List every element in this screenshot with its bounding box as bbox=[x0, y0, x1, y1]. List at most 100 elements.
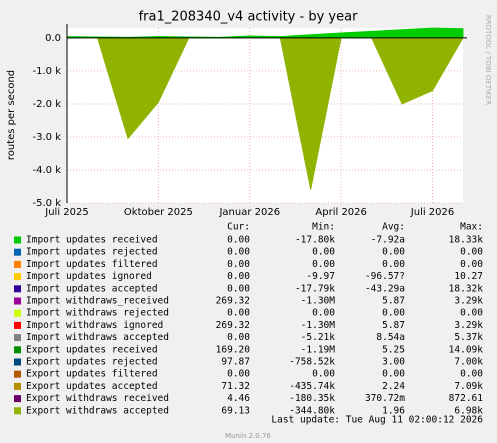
y-tick-label: -4.0 k bbox=[33, 165, 62, 176]
legend-stat: -758.52k bbox=[289, 357, 335, 368]
legend-swatch bbox=[14, 309, 21, 317]
x-tick-label: Juli 2025 bbox=[44, 207, 88, 218]
legend-stat: 8.54a bbox=[376, 332, 405, 343]
legend-stat: 97.87 bbox=[221, 357, 250, 368]
legend-stat: 0.00 bbox=[227, 283, 250, 294]
legend-label: Export updates accepted bbox=[26, 381, 158, 392]
legend-label: Import withdraws ignored bbox=[26, 320, 163, 331]
legend-stat: 5.25 bbox=[382, 344, 405, 355]
legend-swatch bbox=[14, 260, 21, 268]
legend-stat: 5.87 bbox=[382, 320, 405, 331]
x-tick-label: Oktober 2025 bbox=[124, 207, 193, 218]
y-tick-label: -3.0 k bbox=[33, 132, 62, 143]
y-tick-label: -1.0 k bbox=[33, 66, 62, 77]
legend-label: Import updates accepted bbox=[26, 283, 158, 294]
series-area bbox=[66, 27, 464, 39]
legend-stat: 169.20 bbox=[216, 344, 251, 355]
legend-stat: 0.00 bbox=[382, 308, 405, 319]
legend-swatch bbox=[14, 382, 21, 390]
y-tick-label: -5.0 k bbox=[33, 198, 62, 209]
legend-stat: -435.74k bbox=[289, 381, 335, 392]
legend-swatch bbox=[14, 285, 21, 293]
legend-stat: 872.61 bbox=[449, 393, 484, 404]
legend-stat: -17.79k bbox=[295, 283, 335, 294]
y-tick-label: -2.0 k bbox=[33, 99, 62, 110]
x-tick-label: Juli 2026 bbox=[410, 207, 454, 218]
legend-label: Import updates ignored bbox=[26, 271, 152, 282]
x-tick-label: Januar 2026 bbox=[218, 207, 280, 218]
legend-swatch bbox=[14, 248, 21, 256]
legend-swatch bbox=[14, 321, 21, 329]
legend-label: Export withdraws received bbox=[26, 393, 169, 404]
legend-stat: 269.32 bbox=[216, 320, 250, 331]
legend-stat: 6.98k bbox=[454, 405, 483, 416]
legend-swatch bbox=[14, 236, 21, 244]
legend-stat: 0.00 bbox=[382, 369, 405, 380]
legend-label: Import withdraws accepted bbox=[26, 332, 169, 343]
legend-stat: 269.32 bbox=[216, 296, 250, 307]
legend-label: Import withdraws rejected bbox=[26, 308, 169, 319]
legend-stat: -1.30M bbox=[301, 320, 336, 331]
legend-stat: 0.00 bbox=[227, 369, 250, 380]
legend-header: Min: bbox=[312, 222, 335, 233]
legend-swatch bbox=[14, 273, 21, 281]
legend-stat: 0.00 bbox=[312, 259, 335, 270]
legend-stat: -1.19M bbox=[301, 344, 336, 355]
legend-stat: 4.46 bbox=[227, 393, 250, 404]
last-update: Last update: Tue Aug 11 02:00:12 2026 bbox=[271, 415, 483, 426]
legend-stat: 1.96 bbox=[382, 405, 405, 416]
legend-stat: 0.00 bbox=[460, 247, 483, 258]
legend-stat: 0.00 bbox=[312, 247, 335, 258]
legend-stat: -344.80k bbox=[289, 405, 335, 416]
y-tick-label: 0.0 bbox=[45, 33, 61, 44]
y-axis-label: routes per second bbox=[6, 70, 17, 160]
legend-stat: 14.09k bbox=[449, 344, 484, 355]
legend-stat: -180.35k bbox=[289, 393, 335, 404]
legend-stat: -1.30M bbox=[301, 296, 336, 307]
legend-header: Max: bbox=[460, 222, 483, 233]
legend-label: Export updates received bbox=[26, 344, 158, 355]
legend-stat: 0.00 bbox=[382, 259, 405, 270]
legend-stat: 0.00 bbox=[382, 247, 405, 258]
legend-label: Export updates rejected bbox=[26, 357, 158, 368]
legend-stat: -9.97 bbox=[306, 271, 335, 282]
legend-stat: 0.00 bbox=[227, 271, 250, 282]
watermark: RRDTOOL / TOBI OETIKER bbox=[484, 15, 492, 105]
legend-stat: 0.00 bbox=[227, 235, 250, 246]
legend-stat: 0.00 bbox=[227, 259, 250, 270]
legend-stat: -96.57? bbox=[365, 271, 405, 282]
legend-swatch bbox=[14, 358, 21, 366]
legend-swatch bbox=[14, 297, 21, 305]
legend-header: Cur: bbox=[227, 222, 250, 233]
legend-stat: 0.00 bbox=[460, 308, 483, 319]
legend-stat: 71.32 bbox=[221, 381, 250, 392]
legend-stat: 69.13 bbox=[221, 405, 250, 416]
legend-stat: 3.29k bbox=[454, 296, 483, 307]
legend-stat: 0.00 bbox=[227, 247, 250, 258]
legend-label: Export updates filtered bbox=[26, 369, 158, 380]
legend-header: Avg: bbox=[382, 222, 405, 233]
legend-stat: 0.00 bbox=[312, 308, 335, 319]
legend-swatch bbox=[14, 334, 21, 342]
legend-label: Import updates rejected bbox=[26, 247, 158, 258]
legend-stat: 0.00 bbox=[460, 259, 483, 270]
legend-stat: 3.29k bbox=[454, 320, 483, 331]
legend-stat: -43.29a bbox=[365, 283, 405, 294]
legend-stat: 18.32k bbox=[449, 283, 484, 294]
legend-stat: 0.00 bbox=[227, 308, 250, 319]
legend-stat: -17.80k bbox=[295, 235, 335, 246]
legend-label: Export withdraws accepted bbox=[26, 405, 169, 416]
legend-stat: 18.33k bbox=[449, 235, 484, 246]
legend-swatch bbox=[14, 407, 21, 415]
legend-swatch bbox=[14, 346, 21, 354]
legend-label: Import withdraws_received bbox=[26, 296, 169, 307]
legend-stat: 7.00k bbox=[454, 357, 483, 368]
legend-stat: 0.00 bbox=[460, 369, 483, 380]
legend-stat: 370.72m bbox=[365, 393, 405, 404]
legend-stat: 10.27 bbox=[454, 271, 483, 282]
legend-stat: 3.00 bbox=[382, 357, 405, 368]
legend-stat: 5.37k bbox=[454, 332, 483, 343]
legend-swatch bbox=[14, 395, 21, 403]
legend-stat: -7.92a bbox=[371, 235, 405, 246]
